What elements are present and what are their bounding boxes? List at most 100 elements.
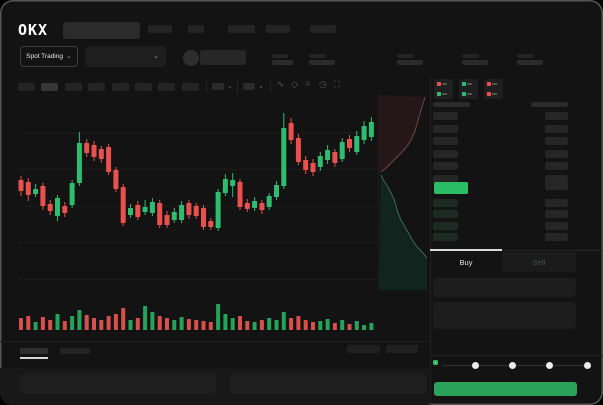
candle-body xyxy=(368,122,374,137)
search-input[interactable] xyxy=(63,22,140,39)
amount-input[interactable] xyxy=(433,302,576,329)
volume-bar xyxy=(354,321,359,330)
bottom-panel-left[interactable] xyxy=(20,373,216,394)
nav-item-1[interactable] xyxy=(148,25,172,33)
timer-icon[interactable]: ◷ xyxy=(319,79,327,89)
candle-body xyxy=(18,180,24,191)
ask-row-price[interactable] xyxy=(433,124,458,133)
ask-row-price[interactable] xyxy=(433,149,458,158)
price-input[interactable] xyxy=(433,278,576,297)
bid-row-price[interactable] xyxy=(433,221,458,230)
nav-item-3[interactable] xyxy=(228,25,255,33)
volume-bar xyxy=(84,315,89,330)
bottom-tab-2[interactable] xyxy=(60,348,90,354)
candle-body xyxy=(222,179,228,193)
candle-body xyxy=(354,136,360,152)
volume-bar xyxy=(179,317,184,330)
stat-value-2 xyxy=(309,60,335,65)
bid-row-amount[interactable] xyxy=(545,210,568,218)
volume-bar xyxy=(48,320,53,330)
icon-line xyxy=(467,93,472,95)
icon-line xyxy=(442,83,447,85)
icon-row xyxy=(436,92,451,96)
candle-body xyxy=(69,183,75,205)
candle-body xyxy=(113,170,119,189)
candle-body xyxy=(208,221,214,227)
buy-button[interactable] xyxy=(434,382,577,396)
slider-dot[interactable] xyxy=(509,361,516,369)
bid-row-amount[interactable] xyxy=(545,233,568,241)
timeframe-button-4[interactable] xyxy=(88,83,105,91)
timeframe-button-2[interactable] xyxy=(41,83,58,91)
okx-logo[interactable]: OKX xyxy=(18,21,49,39)
bid-row-price[interactable] xyxy=(433,198,458,207)
volume-bar xyxy=(296,316,301,330)
slider-dot[interactable] xyxy=(471,361,479,369)
timeframe-button-7[interactable] xyxy=(158,83,175,91)
slider-dot[interactable] xyxy=(583,361,591,369)
depth-asks-line xyxy=(380,96,426,173)
fullscreen-icon[interactable]: ⛶ xyxy=(334,79,341,89)
coin-avatar[interactable] xyxy=(183,50,199,66)
volume-bar xyxy=(332,323,337,330)
orderbook-combined-icon[interactable] xyxy=(434,79,453,99)
candle-body xyxy=(98,149,104,159)
orderbook-bids-icon[interactable] xyxy=(459,79,478,99)
chart-type-dropdown[interactable] xyxy=(212,83,224,90)
candle-body xyxy=(186,203,192,215)
timeframe-button-6[interactable] xyxy=(135,83,152,91)
timeframe-button-8[interactable] xyxy=(182,83,199,91)
ask-row-price[interactable] xyxy=(433,112,458,120)
bid-row-amount[interactable] xyxy=(545,198,568,207)
slider-dot[interactable] xyxy=(546,361,554,369)
tab-buy[interactable]: Buy xyxy=(459,258,473,267)
candle-body xyxy=(76,143,82,183)
time-axis-label-placeholder xyxy=(386,345,418,353)
line-tool-icon[interactable]: ∿ xyxy=(277,79,285,89)
icon-square xyxy=(461,82,466,86)
ask-row-price[interactable] xyxy=(433,162,458,170)
candle-body xyxy=(55,198,60,216)
bottom-panel-right[interactable] xyxy=(230,373,427,394)
bottom-tab-1[interactable] xyxy=(20,348,48,354)
pair-selector-dropdown[interactable]: ⌄ xyxy=(85,46,166,67)
pair-action-button[interactable] xyxy=(200,50,246,65)
volume-bar xyxy=(230,318,235,330)
stat-label-2 xyxy=(309,54,326,58)
candle-body xyxy=(106,147,112,172)
ask-row-amount[interactable] xyxy=(545,174,568,183)
volume-bar xyxy=(55,314,60,330)
candle-body xyxy=(179,205,185,220)
icon-line xyxy=(492,93,497,95)
nav-item-2[interactable] xyxy=(188,25,204,33)
chevron-down-icon: ⌄ xyxy=(258,83,264,90)
ask-row-price[interactable] xyxy=(433,174,458,183)
ask-row-amount[interactable] xyxy=(545,124,568,133)
measure-icon[interactable]: ◇ xyxy=(291,79,298,89)
candle-body xyxy=(303,160,309,170)
tab-sell[interactable]: Sell xyxy=(532,258,546,267)
camera-icon[interactable]: ⌾ xyxy=(305,79,311,89)
candle-body xyxy=(339,142,345,159)
bid-row-price[interactable] xyxy=(433,233,458,241)
ask-row-amount[interactable] xyxy=(545,112,568,120)
stat-label-3 xyxy=(397,54,414,58)
volume-bar xyxy=(62,321,67,330)
slider-handle[interactable] xyxy=(433,360,438,365)
timeframe-button-1[interactable] xyxy=(18,83,35,91)
indicators-dropdown[interactable] xyxy=(243,83,255,90)
ask-row-amount[interactable] xyxy=(545,137,568,145)
timeframe-button-3[interactable] xyxy=(65,83,82,91)
ask-row-amount[interactable] xyxy=(545,149,568,158)
ask-row-amount[interactable] xyxy=(545,162,568,170)
bid-row-amount[interactable] xyxy=(545,221,568,230)
nav-item-4[interactable] xyxy=(266,25,290,33)
timeframe-button-5[interactable] xyxy=(112,83,129,91)
bid-row-price[interactable] xyxy=(433,210,458,218)
spot-trading-dropdown[interactable]: Spot Trading ⌄ xyxy=(20,46,78,67)
ask-row-price[interactable] xyxy=(433,137,458,145)
nav-item-5[interactable] xyxy=(310,25,336,33)
candle-body xyxy=(84,143,90,153)
orderbook-asks-icon[interactable] xyxy=(484,79,503,99)
icon-square xyxy=(486,82,491,86)
